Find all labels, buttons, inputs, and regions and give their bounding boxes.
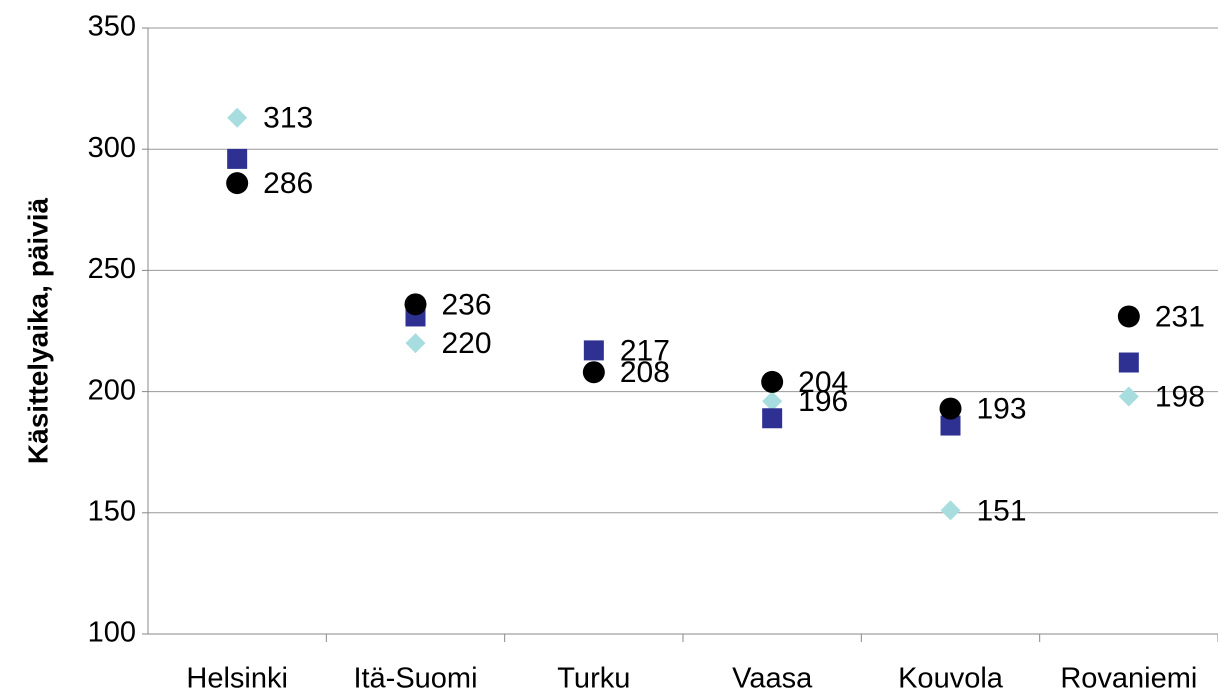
data-label: 217 — [620, 334, 670, 367]
point — [227, 107, 248, 128]
data-label: 204 — [798, 366, 848, 399]
point — [940, 500, 961, 521]
y-tick-label: 200 — [88, 374, 136, 406]
point — [940, 415, 961, 436]
point — [1117, 305, 1140, 328]
data-label: 208 — [620, 356, 670, 389]
point — [582, 361, 605, 384]
data-label: 151 — [977, 494, 1027, 527]
data-label: 313 — [263, 102, 313, 135]
data-label: 193 — [977, 392, 1027, 425]
x-tick-label: Kouvola — [898, 663, 1004, 695]
point — [939, 397, 962, 420]
point — [1118, 352, 1139, 373]
data-label: 236 — [442, 288, 492, 321]
data-label: 196 — [798, 385, 848, 418]
point — [583, 340, 604, 361]
point — [762, 391, 783, 412]
x-tick-label: Turku — [557, 663, 630, 695]
point — [227, 148, 248, 169]
point — [404, 293, 427, 316]
y-tick-label: 100 — [88, 617, 136, 649]
point — [761, 370, 784, 393]
data-label: 220 — [442, 327, 492, 360]
point — [226, 172, 249, 195]
x-tick-label: Itä-Suomi — [353, 663, 477, 695]
point — [1118, 386, 1139, 407]
y-axis-label: Käsittelyaika, päiviä — [22, 198, 53, 465]
y-tick-label: 350 — [88, 11, 136, 43]
y-tick-label: 150 — [88, 495, 136, 527]
data-label: 286 — [263, 167, 313, 200]
x-tick-label: Helsinki — [186, 663, 288, 695]
data-label: 231 — [1155, 300, 1205, 333]
x-tick-label: Vaasa — [732, 663, 813, 695]
point — [762, 408, 783, 429]
data-label: 198 — [1155, 380, 1205, 413]
point — [405, 333, 426, 354]
y-tick-label: 300 — [88, 132, 136, 164]
y-tick-label: 250 — [88, 253, 136, 285]
x-tick-label: Rovaniemi — [1060, 663, 1197, 695]
